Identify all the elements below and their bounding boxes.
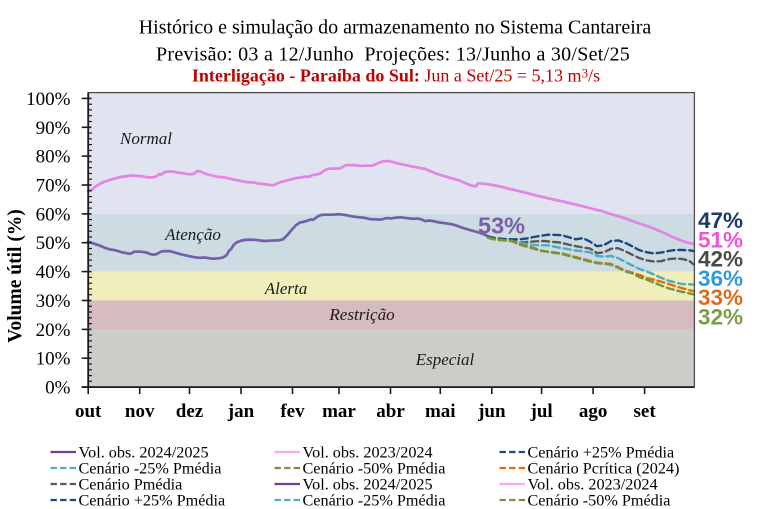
svg-text:Atenção: Atenção xyxy=(164,225,221,244)
svg-text:0%: 0% xyxy=(45,378,71,399)
svg-text:Histórico e simulação do armaz: Histórico e simulação do armazenamento n… xyxy=(139,17,652,39)
svg-text:32%: 32% xyxy=(698,305,743,330)
svg-text:Cenário Pmédia: Cenário Pmédia xyxy=(79,476,183,494)
svg-text:abr: abr xyxy=(376,401,405,422)
svg-text:Alerta: Alerta xyxy=(264,279,308,298)
svg-text:Interligação - Paraíba do Sul:: Interligação - Paraíba do Sul: Jun a Set… xyxy=(192,66,600,86)
svg-text:20%: 20% xyxy=(36,320,71,341)
svg-text:40%: 40% xyxy=(36,262,71,283)
svg-text:60%: 60% xyxy=(36,204,71,225)
svg-text:Normal: Normal xyxy=(119,129,172,148)
svg-text:50%: 50% xyxy=(36,233,71,254)
svg-text:Cenário +25% Pmédia: Cenário +25% Pmédia xyxy=(528,444,675,462)
svg-text:10%: 10% xyxy=(36,349,71,370)
svg-text:51%: 51% xyxy=(698,228,743,253)
svg-text:mar: mar xyxy=(322,401,356,422)
svg-text:fev: fev xyxy=(280,401,305,422)
svg-text:33%: 33% xyxy=(698,285,743,310)
svg-text:Vol. obs. 2024/2025: Vol. obs. 2024/2025 xyxy=(79,444,209,462)
svg-text:47%: 47% xyxy=(698,208,743,233)
svg-text:Vol. obs. 2023/2024: Vol. obs. 2023/2024 xyxy=(303,444,433,462)
svg-text:42%: 42% xyxy=(698,247,743,272)
svg-text:jan: jan xyxy=(227,401,255,422)
svg-text:30%: 30% xyxy=(36,291,71,312)
svg-text:Vol. obs. 2024/2025: Vol. obs. 2024/2025 xyxy=(303,476,433,494)
svg-text:53%: 53% xyxy=(478,213,525,239)
svg-text:70%: 70% xyxy=(36,176,71,197)
svg-text:jul: jul xyxy=(530,401,553,422)
svg-text:out: out xyxy=(75,401,102,422)
svg-text:Cenário -50% Pmédia: Cenário -50% Pmédia xyxy=(303,460,446,478)
svg-text:80%: 80% xyxy=(36,147,71,168)
svg-text:Vol. obs. 2023/2024: Vol. obs. 2023/2024 xyxy=(528,476,658,494)
svg-text:90%: 90% xyxy=(36,118,71,139)
svg-text:nov: nov xyxy=(125,401,155,422)
svg-text:Restrição: Restrição xyxy=(328,305,394,324)
svg-text:dez: dez xyxy=(176,401,204,422)
svg-text:100%: 100% xyxy=(26,89,71,110)
svg-text:36%: 36% xyxy=(698,266,743,291)
svg-text:Cenário -25% Pmédia: Cenário -25% Pmédia xyxy=(79,460,222,478)
svg-text:Cenário +25% Pmédia: Cenário +25% Pmédia xyxy=(79,492,226,509)
svg-text:jun: jun xyxy=(477,401,506,422)
svg-text:ago: ago xyxy=(579,401,608,422)
svg-text:set: set xyxy=(634,401,657,422)
svg-text:Cenário -50% Pmédia: Cenário -50% Pmédia xyxy=(528,492,671,509)
svg-text:Cenário -25% Pmédia: Cenário -25% Pmédia xyxy=(303,492,446,509)
svg-text:Cenário Pcrítica (2024): Cenário Pcrítica (2024) xyxy=(528,460,680,478)
svg-text:Especial: Especial xyxy=(415,350,475,369)
svg-text:Previsão: 03 a 12/Junho Proje: Previsão: 03 a 12/Junho Projeções: 13/Ju… xyxy=(156,44,630,66)
svg-text:mai: mai xyxy=(425,401,456,422)
svg-text:Volume útil (%): Volume útil (%) xyxy=(5,209,26,343)
